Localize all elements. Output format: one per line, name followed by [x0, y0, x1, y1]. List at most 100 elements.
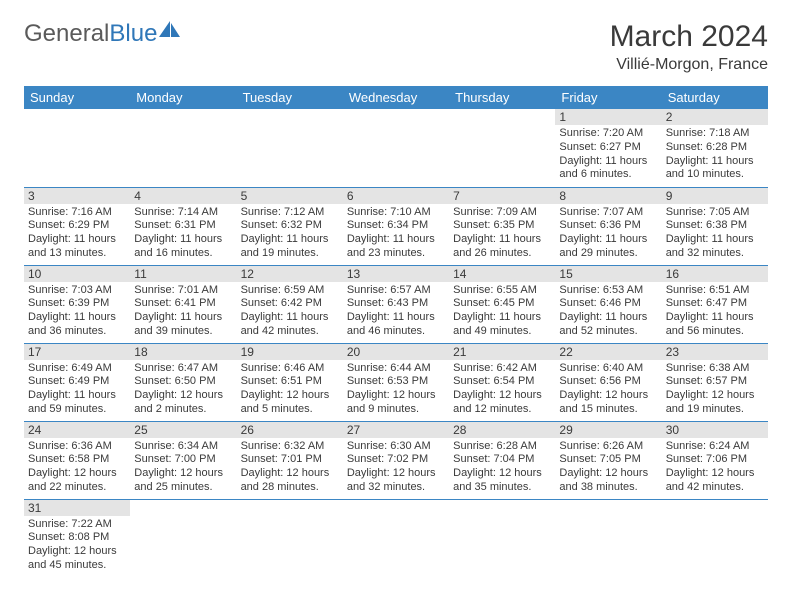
calendar-empty [662, 499, 768, 577]
day-details: Sunrise: 6:32 AMSunset: 7:01 PMDaylight:… [237, 438, 343, 499]
sunset-text: Sunset: 6:58 PM [28, 453, 126, 467]
sunrise-text: Sunrise: 7:07 AM [559, 206, 657, 220]
day-number: 21 [449, 344, 555, 360]
day-number: 27 [343, 422, 449, 438]
sunrise-text: Sunrise: 7:09 AM [453, 206, 551, 220]
daylight-text: Daylight: 12 hours and 32 minutes. [347, 467, 445, 495]
daylight-text: Daylight: 12 hours and 25 minutes. [134, 467, 232, 495]
day-number: 7 [449, 188, 555, 204]
calendar-day: 4Sunrise: 7:14 AMSunset: 6:31 PMDaylight… [130, 187, 236, 265]
daylight-text: Daylight: 11 hours and 59 minutes. [28, 389, 126, 417]
day-details: Sunrise: 6:49 AMSunset: 6:49 PMDaylight:… [24, 360, 130, 421]
day-header: Friday [555, 86, 661, 109]
sunset-text: Sunset: 6:56 PM [559, 375, 657, 389]
sunrise-text: Sunrise: 6:55 AM [453, 284, 551, 298]
daylight-text: Daylight: 11 hours and 26 minutes. [453, 233, 551, 261]
sail-icon [159, 18, 181, 46]
calendar-empty [130, 109, 236, 187]
calendar-day: 20Sunrise: 6:44 AMSunset: 6:53 PMDayligh… [343, 343, 449, 421]
day-number: 13 [343, 266, 449, 282]
day-details: Sunrise: 6:44 AMSunset: 6:53 PMDaylight:… [343, 360, 449, 421]
calendar-empty [343, 499, 449, 577]
day-number: 20 [343, 344, 449, 360]
calendar-empty [130, 499, 236, 577]
day-number: 5 [237, 188, 343, 204]
sunrise-text: Sunrise: 6:53 AM [559, 284, 657, 298]
daylight-text: Daylight: 12 hours and 28 minutes. [241, 467, 339, 495]
sunrise-text: Sunrise: 6:24 AM [666, 440, 764, 454]
calendar-day: 19Sunrise: 6:46 AMSunset: 6:51 PMDayligh… [237, 343, 343, 421]
page-header: GeneralBlue March 2024 Villié-Morgon, Fr… [24, 20, 768, 74]
day-details: Sunrise: 6:30 AMSunset: 7:02 PMDaylight:… [343, 438, 449, 499]
day-details: Sunrise: 6:24 AMSunset: 7:06 PMDaylight:… [662, 438, 768, 499]
day-number: 14 [449, 266, 555, 282]
sunrise-text: Sunrise: 6:28 AM [453, 440, 551, 454]
sunrise-text: Sunrise: 6:32 AM [241, 440, 339, 454]
sunrise-text: Sunrise: 6:26 AM [559, 440, 657, 454]
sunrise-text: Sunrise: 6:57 AM [347, 284, 445, 298]
daylight-text: Daylight: 11 hours and 36 minutes. [28, 311, 126, 339]
calendar-empty [449, 499, 555, 577]
calendar-week: 17Sunrise: 6:49 AMSunset: 6:49 PMDayligh… [24, 343, 768, 421]
calendar-empty [449, 109, 555, 187]
calendar-day: 27Sunrise: 6:30 AMSunset: 7:02 PMDayligh… [343, 421, 449, 499]
sunset-text: Sunset: 6:54 PM [453, 375, 551, 389]
calendar-week: 1Sunrise: 7:20 AMSunset: 6:27 PMDaylight… [24, 109, 768, 187]
daylight-text: Daylight: 11 hours and 13 minutes. [28, 233, 126, 261]
sunrise-text: Sunrise: 6:38 AM [666, 362, 764, 376]
day-details: Sunrise: 6:34 AMSunset: 7:00 PMDaylight:… [130, 438, 236, 499]
calendar-week: 3Sunrise: 7:16 AMSunset: 6:29 PMDaylight… [24, 187, 768, 265]
daylight-text: Daylight: 12 hours and 15 minutes. [559, 389, 657, 417]
calendar-week: 31Sunrise: 7:22 AMSunset: 8:08 PMDayligh… [24, 499, 768, 577]
daylight-text: Daylight: 12 hours and 12 minutes. [453, 389, 551, 417]
sunrise-text: Sunrise: 6:34 AM [134, 440, 232, 454]
calendar-page: GeneralBlue March 2024 Villié-Morgon, Fr… [0, 0, 792, 597]
calendar-day: 8Sunrise: 7:07 AMSunset: 6:36 PMDaylight… [555, 187, 661, 265]
daylight-text: Daylight: 12 hours and 2 minutes. [134, 389, 232, 417]
sunrise-text: Sunrise: 6:44 AM [347, 362, 445, 376]
day-header: Monday [130, 86, 236, 109]
daylight-text: Daylight: 12 hours and 38 minutes. [559, 467, 657, 495]
day-number: 29 [555, 422, 661, 438]
brand-part2: Blue [109, 20, 157, 48]
day-number: 19 [237, 344, 343, 360]
day-number: 3 [24, 188, 130, 204]
sunset-text: Sunset: 7:05 PM [559, 453, 657, 467]
day-number: 12 [237, 266, 343, 282]
calendar-day: 23Sunrise: 6:38 AMSunset: 6:57 PMDayligh… [662, 343, 768, 421]
sunset-text: Sunset: 6:53 PM [347, 375, 445, 389]
daylight-text: Daylight: 12 hours and 35 minutes. [453, 467, 551, 495]
sunrise-text: Sunrise: 6:30 AM [347, 440, 445, 454]
calendar-day: 12Sunrise: 6:59 AMSunset: 6:42 PMDayligh… [237, 265, 343, 343]
daylight-text: Daylight: 11 hours and 56 minutes. [666, 311, 764, 339]
sunset-text: Sunset: 7:01 PM [241, 453, 339, 467]
calendar-day: 13Sunrise: 6:57 AMSunset: 6:43 PMDayligh… [343, 265, 449, 343]
brand-logo: GeneralBlue [24, 20, 181, 48]
sunrise-text: Sunrise: 6:59 AM [241, 284, 339, 298]
day-details: Sunrise: 7:16 AMSunset: 6:29 PMDaylight:… [24, 204, 130, 265]
day-number: 25 [130, 422, 236, 438]
calendar-day: 28Sunrise: 6:28 AMSunset: 7:04 PMDayligh… [449, 421, 555, 499]
sunset-text: Sunset: 7:04 PM [453, 453, 551, 467]
day-details: Sunrise: 6:51 AMSunset: 6:47 PMDaylight:… [662, 282, 768, 343]
day-details: Sunrise: 7:22 AMSunset: 8:08 PMDaylight:… [24, 516, 130, 577]
sunset-text: Sunset: 6:49 PM [28, 375, 126, 389]
sunrise-text: Sunrise: 7:10 AM [347, 206, 445, 220]
day-details: Sunrise: 6:26 AMSunset: 7:05 PMDaylight:… [555, 438, 661, 499]
daylight-text: Daylight: 12 hours and 22 minutes. [28, 467, 126, 495]
day-number: 10 [24, 266, 130, 282]
day-details: Sunrise: 7:20 AMSunset: 6:27 PMDaylight:… [555, 125, 661, 186]
title-block: March 2024 Villié-Morgon, France [610, 20, 768, 74]
day-details: Sunrise: 6:42 AMSunset: 6:54 PMDaylight:… [449, 360, 555, 421]
sunset-text: Sunset: 6:39 PM [28, 297, 126, 311]
day-header: Saturday [662, 86, 768, 109]
calendar-day: 2Sunrise: 7:18 AMSunset: 6:28 PMDaylight… [662, 109, 768, 187]
day-details: Sunrise: 7:18 AMSunset: 6:28 PMDaylight:… [662, 125, 768, 186]
day-number: 26 [237, 422, 343, 438]
sunset-text: Sunset: 7:02 PM [347, 453, 445, 467]
sunrise-text: Sunrise: 7:18 AM [666, 127, 764, 141]
sunset-text: Sunset: 6:34 PM [347, 219, 445, 233]
day-details: Sunrise: 7:12 AMSunset: 6:32 PMDaylight:… [237, 204, 343, 265]
sunset-text: Sunset: 6:32 PM [241, 219, 339, 233]
location-subtitle: Villié-Morgon, France [610, 56, 768, 74]
